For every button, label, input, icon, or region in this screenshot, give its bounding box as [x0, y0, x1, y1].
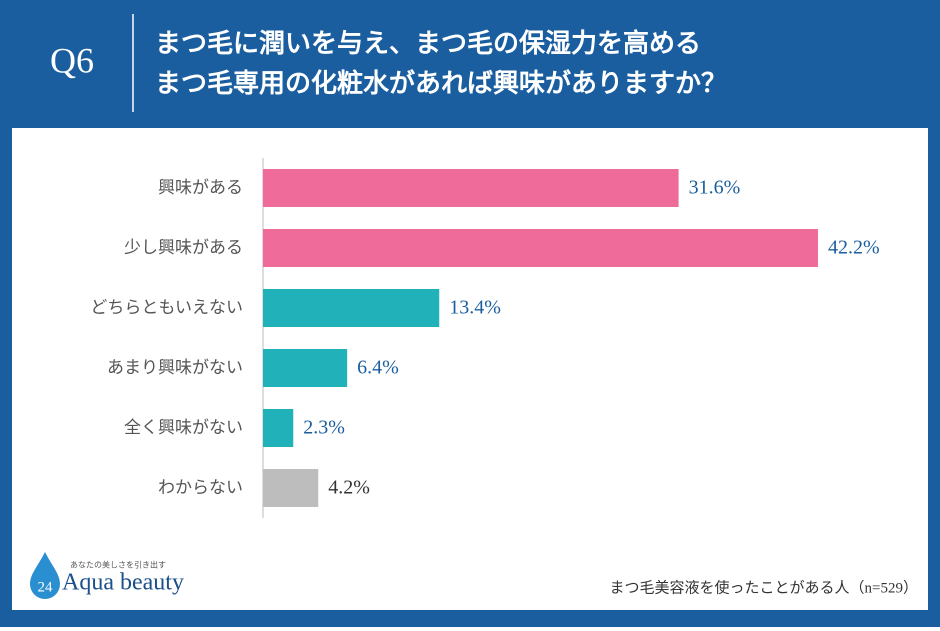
value-label: 31.6% [689, 177, 741, 199]
bar [263, 349, 348, 387]
bar [263, 169, 679, 207]
y-tick-label: 興味がある [158, 178, 243, 198]
logo-tagline: あなたの美しさを引き出す [70, 560, 166, 570]
note: まつ毛美容液を使ったことがある人（n=529） [610, 579, 918, 596]
bar [263, 289, 440, 327]
value-label: 13.4% [449, 297, 501, 319]
value-label: 42.2% [828, 237, 880, 259]
y-tick-label: あまり興味がない [107, 358, 243, 378]
question-number: Q6 [50, 40, 94, 80]
bar [263, 469, 319, 507]
y-tick-label: 少し興味がある [124, 238, 243, 258]
chart-title: まつ毛専用の化粧水があれば興味がありますか？ [155, 68, 727, 98]
value-label: 4.2% [328, 477, 370, 499]
y-tick-label: わからない [158, 478, 243, 498]
value-label: 2.3% [303, 417, 345, 439]
logo-drop [30, 552, 60, 599]
bar [263, 409, 294, 447]
value-label: 6.4% [357, 357, 399, 379]
y-tick-label: 全く興味がない [124, 418, 243, 438]
logo-name: Aqua beauty [62, 570, 184, 596]
panel [12, 128, 928, 610]
chart-title: まつ毛に潤いを与え、まつ毛の保湿力を高める [155, 28, 701, 58]
bar [263, 229, 818, 267]
logo-number: 24 [38, 579, 54, 595]
y-tick-label: どちらともいえない [90, 298, 243, 318]
